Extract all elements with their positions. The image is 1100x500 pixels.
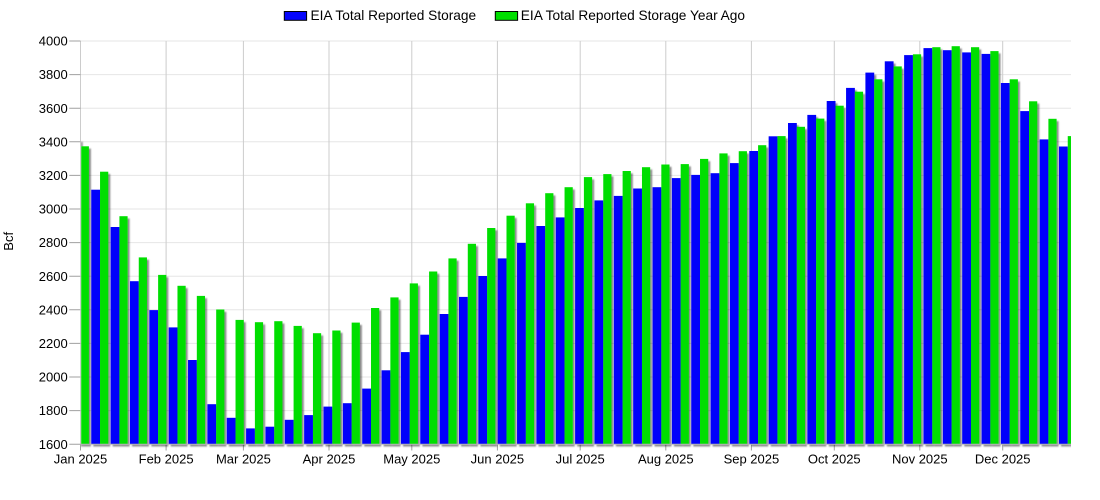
svg-text:Jan 2025: Jan 2025: [54, 452, 108, 467]
svg-text:3800: 3800: [39, 67, 68, 82]
svg-text:2000: 2000: [39, 370, 68, 385]
svg-text:Feb 2025: Feb 2025: [139, 452, 194, 467]
svg-text:Aug 2025: Aug 2025: [638, 452, 694, 467]
svg-text:May 2025: May 2025: [383, 452, 440, 467]
svg-text:2400: 2400: [39, 302, 68, 317]
svg-text:Jun 2025: Jun 2025: [471, 452, 525, 467]
svg-text:EIA Total Reported Storage: EIA Total Reported Storage: [311, 8, 477, 23]
svg-text:Apr 2025: Apr 2025: [303, 452, 356, 467]
svg-text:2800: 2800: [39, 235, 68, 250]
svg-text:Nov 2025: Nov 2025: [892, 452, 948, 467]
svg-text:3200: 3200: [39, 168, 68, 183]
svg-text:1800: 1800: [39, 403, 68, 418]
svg-text:4000: 4000: [39, 34, 68, 49]
svg-text:Jul 2025: Jul 2025: [556, 452, 605, 467]
svg-text:2600: 2600: [39, 269, 68, 284]
svg-text:Sep 2025: Sep 2025: [724, 452, 780, 467]
svg-text:3400: 3400: [39, 134, 68, 149]
svg-text:1600: 1600: [39, 437, 68, 452]
svg-text:2200: 2200: [39, 336, 68, 351]
svg-text:3000: 3000: [39, 202, 68, 217]
svg-text:Mar 2025: Mar 2025: [216, 452, 271, 467]
svg-text:Bcf: Bcf: [1, 232, 16, 251]
svg-text:Dec 2025: Dec 2025: [975, 452, 1031, 467]
svg-text:EIA Total Reported Storage Yea: EIA Total Reported Storage Year Ago: [521, 8, 746, 23]
svg-text:3600: 3600: [39, 101, 68, 116]
svg-text:Oct 2025: Oct 2025: [808, 452, 861, 467]
